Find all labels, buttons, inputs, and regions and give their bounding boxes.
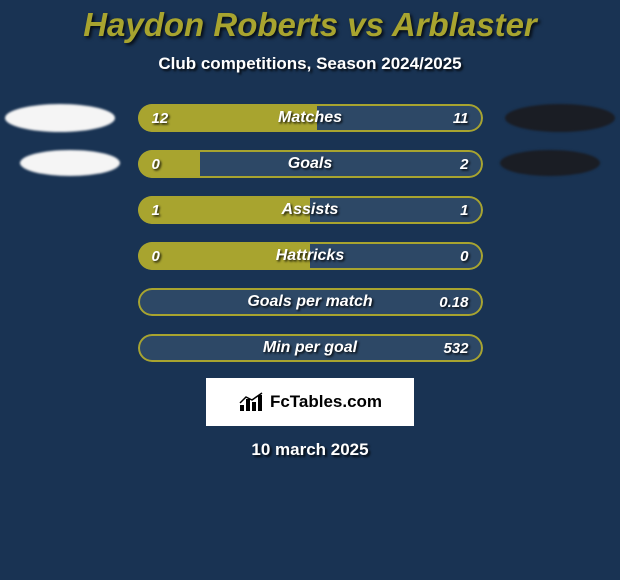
stat-row: 00Hattricks bbox=[138, 242, 483, 270]
page-title: Haydon Roberts vs Arblaster bbox=[83, 6, 537, 44]
brand-text: FcTables.com bbox=[270, 392, 382, 412]
brand-bars-icon bbox=[238, 391, 266, 413]
player2-avatar-blob-bottom bbox=[500, 150, 600, 176]
infographic-container: Haydon Roberts vs Arblaster Club competi… bbox=[0, 0, 620, 460]
stat-row: 02Goals bbox=[138, 150, 483, 178]
player1-avatar-blob-bottom bbox=[20, 150, 120, 176]
brand-badge[interactable]: FcTables.com bbox=[206, 378, 414, 426]
stats-rows-area: 1211Matches 02Goals 11Assists 00Hattricks 0.… bbox=[0, 104, 620, 362]
stat-row: 11Assists bbox=[138, 196, 483, 224]
stat-row: 532Min per goal bbox=[138, 334, 483, 362]
stat-row: 0.18Goals per match bbox=[138, 288, 483, 316]
stat-label: Assists bbox=[138, 196, 483, 224]
page-subtitle: Club competitions, Season 2024/2025 bbox=[158, 54, 461, 74]
stat-row: 1211Matches bbox=[138, 104, 483, 132]
stat-label: Goals bbox=[138, 150, 483, 178]
player1-avatar-blob-top bbox=[5, 104, 115, 132]
stat-label: Goals per match bbox=[138, 288, 483, 316]
stat-label: Hattricks bbox=[138, 242, 483, 270]
stat-label: Matches bbox=[138, 104, 483, 132]
player2-avatar-blob-top bbox=[505, 104, 615, 132]
date-text: 10 march 2025 bbox=[251, 440, 368, 460]
stat-label: Min per goal bbox=[138, 334, 483, 362]
